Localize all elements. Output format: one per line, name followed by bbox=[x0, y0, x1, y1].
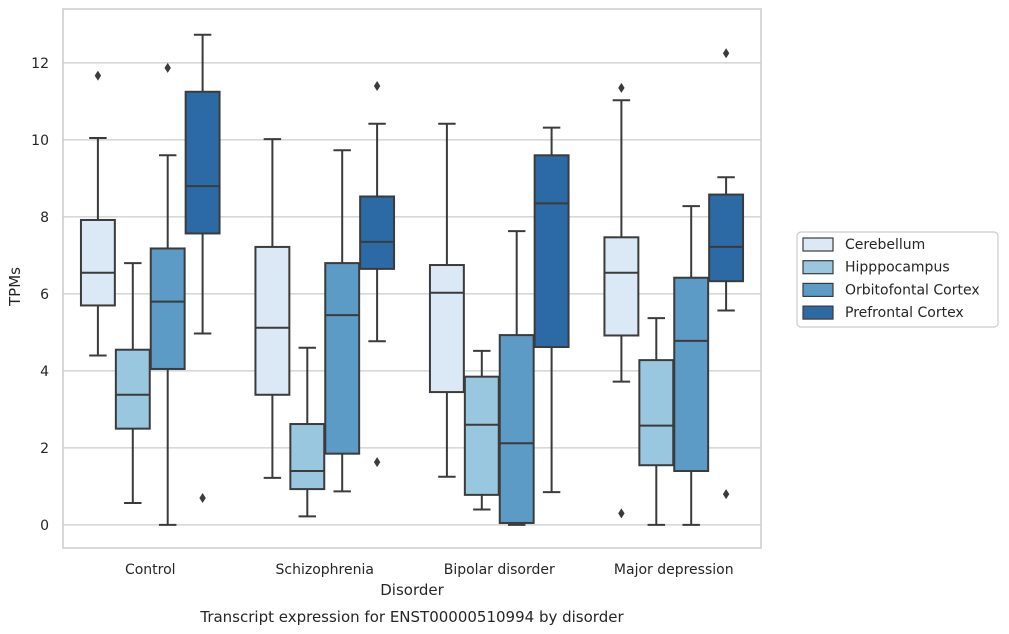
outlier-point bbox=[373, 457, 381, 468]
y-tick-label: 12 bbox=[31, 56, 49, 72]
y-tick-label: 4 bbox=[40, 364, 49, 380]
chart-caption: Transcript expression for ENST0000051099… bbox=[199, 608, 624, 626]
box-plot bbox=[638, 317, 675, 526]
x-axis-title: Disorder bbox=[380, 581, 444, 599]
legend-swatch bbox=[802, 305, 834, 320]
box-plot bbox=[149, 62, 186, 526]
box-iqr bbox=[289, 423, 326, 491]
box-iqr bbox=[324, 262, 361, 455]
box-plot bbox=[463, 349, 500, 511]
box-iqr bbox=[533, 154, 570, 349]
x-axis-ticks: Control Schizophrenia Bipolar disorder Majo… bbox=[125, 562, 734, 578]
y-tick-label: 6 bbox=[40, 287, 49, 303]
box-iqr bbox=[359, 195, 396, 270]
legend-label: Prefrontal Cortex bbox=[845, 305, 964, 321]
y-tick-label: 2 bbox=[40, 441, 49, 457]
legend: Cerebellum Hipppocampus Orbitofontal Corte… bbox=[796, 231, 999, 328]
legend-swatch bbox=[802, 282, 834, 297]
box-plot bbox=[254, 138, 291, 479]
box-iqr bbox=[708, 193, 745, 283]
box-plot bbox=[498, 230, 535, 526]
box-plot bbox=[428, 122, 465, 478]
box-iqr bbox=[149, 247, 186, 370]
box-plot bbox=[114, 262, 151, 504]
y-tick-label: 8 bbox=[40, 210, 49, 226]
box-plots bbox=[79, 33, 745, 526]
legend-label: Hipppocampus bbox=[845, 260, 950, 276]
outlier-point bbox=[618, 82, 625, 93]
plot-frame bbox=[62, 8, 762, 549]
x-tick-label: Control bbox=[125, 562, 176, 578]
box-plot bbox=[79, 70, 116, 357]
y-tick-label: 0 bbox=[40, 518, 49, 534]
box-plot bbox=[533, 126, 570, 494]
box-plot bbox=[184, 33, 221, 503]
box-iqr bbox=[603, 236, 640, 337]
box-iqr bbox=[114, 348, 151, 430]
outlier-point bbox=[373, 81, 381, 91]
box-iqr bbox=[673, 276, 710, 473]
legend-label: Cerebellum bbox=[845, 237, 925, 253]
box-plot bbox=[289, 346, 326, 518]
outlier-point bbox=[164, 62, 171, 73]
outlier-point bbox=[722, 489, 730, 500]
outlier-point bbox=[618, 508, 625, 519]
box-iqr bbox=[254, 245, 291, 396]
box-plot bbox=[324, 149, 361, 493]
outlier-point bbox=[722, 48, 730, 59]
outlier-point bbox=[94, 70, 102, 81]
legend-swatch bbox=[802, 260, 834, 275]
box-iqr bbox=[638, 359, 675, 467]
legend-frame bbox=[796, 231, 999, 328]
box-plot bbox=[603, 82, 640, 519]
legend-label: Orbitofontal Cortex bbox=[845, 282, 980, 298]
box-iqr bbox=[184, 90, 221, 235]
x-tick-label: Bipolar disorder bbox=[444, 562, 555, 578]
outlier-point bbox=[199, 492, 206, 503]
box-plot bbox=[673, 205, 710, 526]
x-tick-label: Schizophrenia bbox=[276, 562, 374, 578]
box-plot bbox=[708, 48, 745, 500]
y-tick-label: 10 bbox=[31, 133, 49, 149]
box-iqr bbox=[79, 218, 116, 307]
box-iqr bbox=[428, 264, 465, 394]
y-axis-ticks: 0 2 4 6 8 10 12 bbox=[31, 56, 49, 534]
box-iqr bbox=[463, 375, 500, 496]
box-plot bbox=[359, 81, 396, 468]
y-axis-title: TPMs bbox=[6, 267, 24, 307]
legend-swatch bbox=[802, 237, 834, 252]
x-tick-label: Major depression bbox=[614, 562, 734, 578]
box-iqr bbox=[498, 334, 535, 524]
